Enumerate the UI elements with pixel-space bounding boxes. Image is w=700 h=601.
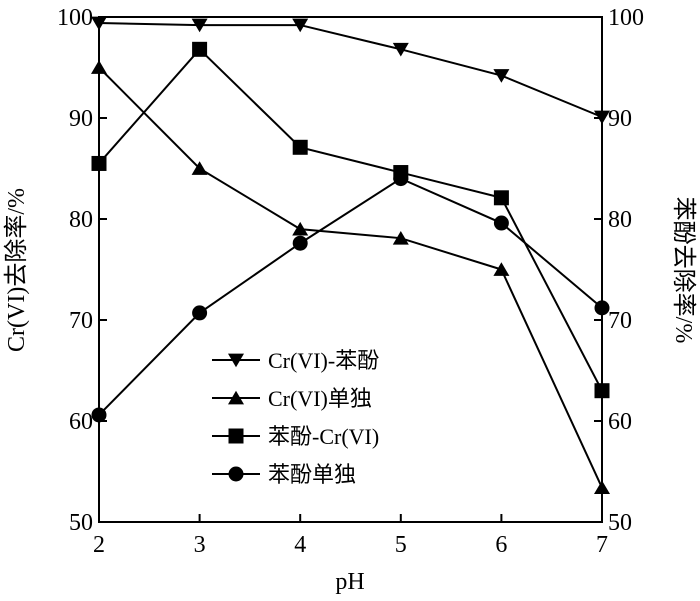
y2-tick-label: 90 (608, 106, 632, 132)
series-2 (91, 60, 610, 495)
data-point (292, 221, 309, 236)
y-tick-label: 50 (69, 510, 93, 536)
data-point (393, 171, 409, 187)
x-tick-label: 4 (294, 532, 306, 558)
data-point (493, 69, 510, 83)
data-point (594, 480, 610, 495)
y-tick-label: 60 (69, 409, 93, 435)
data-point (594, 110, 610, 125)
legend-item: Cr(VI)-苯酚 (212, 348, 379, 373)
legend-label: 苯酚单独 (268, 462, 356, 487)
y2-tick-label: 80 (608, 207, 632, 233)
data-point (191, 18, 208, 33)
x-tick-label: 6 (495, 532, 507, 558)
legend-label: 苯酚-Cr(VI) (268, 424, 379, 449)
x-tick-label: 3 (194, 532, 206, 558)
data-point (493, 215, 509, 231)
legend-item: 苯酚-Cr(VI) (212, 424, 379, 449)
y-tick-label: 90 (69, 106, 93, 132)
legend-label: Cr(VI)-苯酚 (268, 348, 379, 373)
legend-marker (228, 466, 244, 482)
series-group (91, 16, 610, 495)
data-point (91, 16, 107, 31)
legend-item: Cr(VI)单独 (212, 386, 372, 411)
series-line (98, 22, 603, 118)
data-point (392, 42, 409, 57)
y-axis-label: Cr(VI)去除率/% (3, 188, 30, 352)
data-point (493, 262, 510, 276)
x-axis-label: pH (335, 569, 364, 595)
data-point (91, 407, 107, 423)
data-point (91, 155, 107, 171)
y2-tick-label: 100 (608, 5, 644, 31)
legend-label: Cr(VI)单独 (268, 386, 372, 411)
data-point (192, 305, 208, 321)
x-tick-label: 5 (395, 532, 407, 558)
data-point (392, 230, 409, 245)
series-line (98, 177, 603, 416)
y2-tick-label: 70 (608, 308, 632, 334)
legend-marker (228, 428, 244, 444)
data-point (192, 41, 208, 57)
y2-tick-label: 60 (608, 409, 632, 435)
y2-axis-label: 苯酚去除率/% (670, 197, 697, 344)
data-point (493, 190, 509, 206)
x-tick-label: 7 (596, 532, 608, 558)
series-1 (91, 16, 610, 125)
data-point (594, 300, 610, 316)
legend-marker (228, 390, 244, 405)
data-point (191, 161, 208, 175)
data-point (292, 235, 308, 251)
y-tick-label: 100 (57, 5, 93, 31)
y2-tick-label: 50 (608, 510, 632, 536)
data-point (91, 60, 107, 74)
series-4 (91, 171, 610, 423)
data-point (292, 18, 309, 33)
legend-item: 苯酚单独 (212, 462, 356, 487)
plot-frame (98, 16, 603, 523)
data-point (292, 139, 308, 155)
y-tick-label: 80 (69, 207, 93, 233)
legend-marker (228, 353, 244, 368)
series-line (98, 66, 603, 489)
y-tick-label: 70 (69, 308, 93, 334)
series-line (98, 47, 603, 392)
data-point (594, 383, 610, 399)
x-tick-label: 2 (93, 532, 105, 558)
